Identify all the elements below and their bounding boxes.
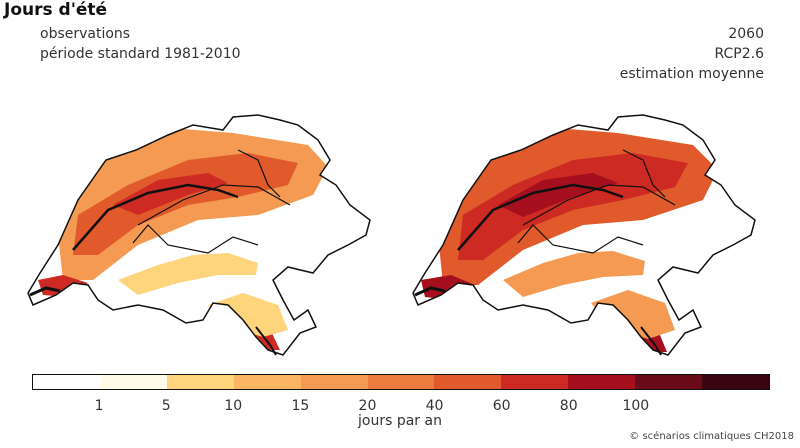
legend-tick-3: 15 xyxy=(291,398,310,414)
lake-lugano xyxy=(640,326,662,356)
right-caption-line-1: 2060 xyxy=(728,26,764,42)
right-caption-line-2: RCP2.6 xyxy=(714,46,764,62)
legend-ticks: 1 5 10 15 20 40 60 80 100 xyxy=(32,398,770,418)
plateau-warm-zone xyxy=(458,153,688,260)
legend-tick-0: 1 xyxy=(94,398,104,414)
lake-geneva xyxy=(414,286,446,297)
legend-swatch-2 xyxy=(166,375,234,389)
legend-swatch-9 xyxy=(635,375,703,389)
reuss-river xyxy=(622,149,666,198)
legend-swatch-7 xyxy=(501,375,569,389)
map-observations xyxy=(27,114,371,356)
rhone-valley-zone xyxy=(503,251,645,297)
left-panel-caption: observations période standard 1981-2010 xyxy=(40,24,241,64)
legend-tick-6: 60 xyxy=(492,398,511,414)
legend-swatch-1 xyxy=(99,375,167,389)
reuss-river xyxy=(237,149,281,198)
legend-tick-8: 100 xyxy=(622,398,650,414)
legend-swatch-10 xyxy=(702,375,769,389)
lake-lugano xyxy=(255,326,277,356)
legend-swatch-3 xyxy=(233,375,301,389)
alpine-rivers xyxy=(517,224,644,254)
lake-neuchatel-river xyxy=(72,183,239,251)
legend-swatch-4 xyxy=(300,375,368,389)
left-caption-line-2: période standard 1981-2010 xyxy=(40,46,241,62)
color-legend-bar xyxy=(32,374,770,390)
legend-swatch-8 xyxy=(568,375,636,389)
aare-river xyxy=(137,184,291,226)
lake-geneva xyxy=(29,286,61,297)
temperature-zones xyxy=(421,127,718,352)
legend-tick-5: 40 xyxy=(425,398,444,414)
map-title: Jours d'été xyxy=(4,0,108,20)
legend-tick-1: 5 xyxy=(161,398,171,414)
alpine-rivers xyxy=(132,224,259,254)
legend-swatch-5 xyxy=(367,375,435,389)
lake-neuchatel-river xyxy=(457,183,624,251)
legend-tick-2: 10 xyxy=(224,398,243,414)
map-2060-rcp26 xyxy=(412,114,756,356)
legend-swatch-6 xyxy=(434,375,502,389)
left-caption-line-1: observations xyxy=(40,26,131,42)
hot-valley-zone xyxy=(498,173,618,217)
rhone-valley-zone xyxy=(118,253,258,295)
right-caption-line-3: estimation moyenne xyxy=(619,66,764,82)
copyright-notice: © scénarios climatiques CH2018 xyxy=(629,431,794,442)
plateau-warm-zone xyxy=(73,153,298,255)
legend-swatch-0 xyxy=(33,375,100,389)
legend-tick-4: 20 xyxy=(358,398,377,414)
right-panel-caption: 2060 RCP2.6 estimation moyenne xyxy=(620,24,764,84)
aare-river xyxy=(522,184,676,226)
legend-unit-label: jours par an xyxy=(358,413,442,429)
legend-tick-7: 80 xyxy=(559,398,578,414)
hot-valley-zone xyxy=(113,173,228,215)
